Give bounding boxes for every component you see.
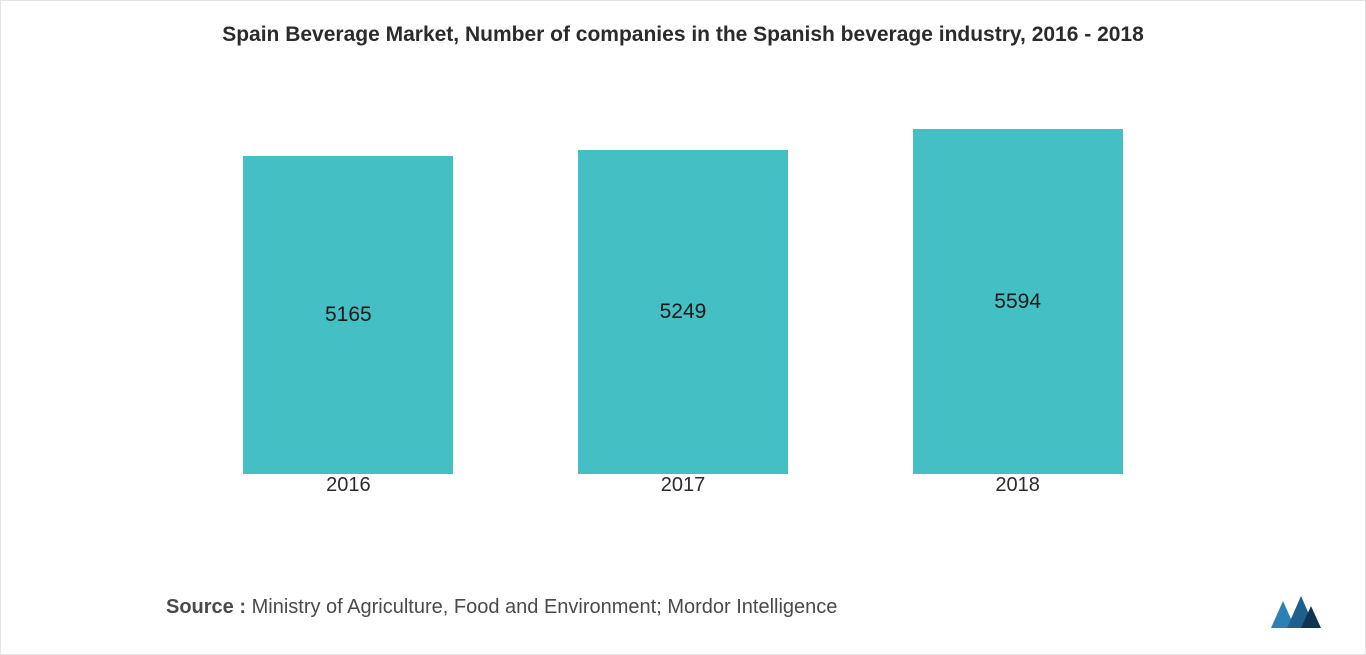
bar-value-label: 5594	[913, 290, 1123, 314]
xtick-label: 2016	[243, 474, 453, 497]
mordor-logo-icon	[1267, 594, 1325, 632]
bar-column: 5249	[578, 81, 788, 474]
bars-container: 5165 5249 5594	[181, 81, 1185, 474]
xticks-container: 2016 2017 2018	[181, 474, 1185, 504]
chart-title: Spain Beverage Market, Number of compani…	[1, 23, 1365, 47]
plot-area: 5165 5249 5594 2016 2017 2018	[181, 81, 1185, 504]
bar-column: 5594	[913, 81, 1123, 474]
source-label: Source :	[166, 596, 246, 618]
bar: 5165	[243, 156, 453, 475]
source-line: Source : Ministry of Agriculture, Food a…	[166, 596, 837, 619]
bar-column: 5165	[243, 81, 453, 474]
xtick-label: 2018	[913, 474, 1123, 497]
bar: 5594	[913, 129, 1123, 474]
bar: 5249	[578, 150, 788, 474]
xtick-label: 2017	[578, 474, 788, 497]
bar-value-label: 5249	[578, 300, 788, 324]
source-text: Ministry of Agriculture, Food and Enviro…	[246, 596, 837, 618]
bar-value-label: 5165	[243, 303, 453, 327]
